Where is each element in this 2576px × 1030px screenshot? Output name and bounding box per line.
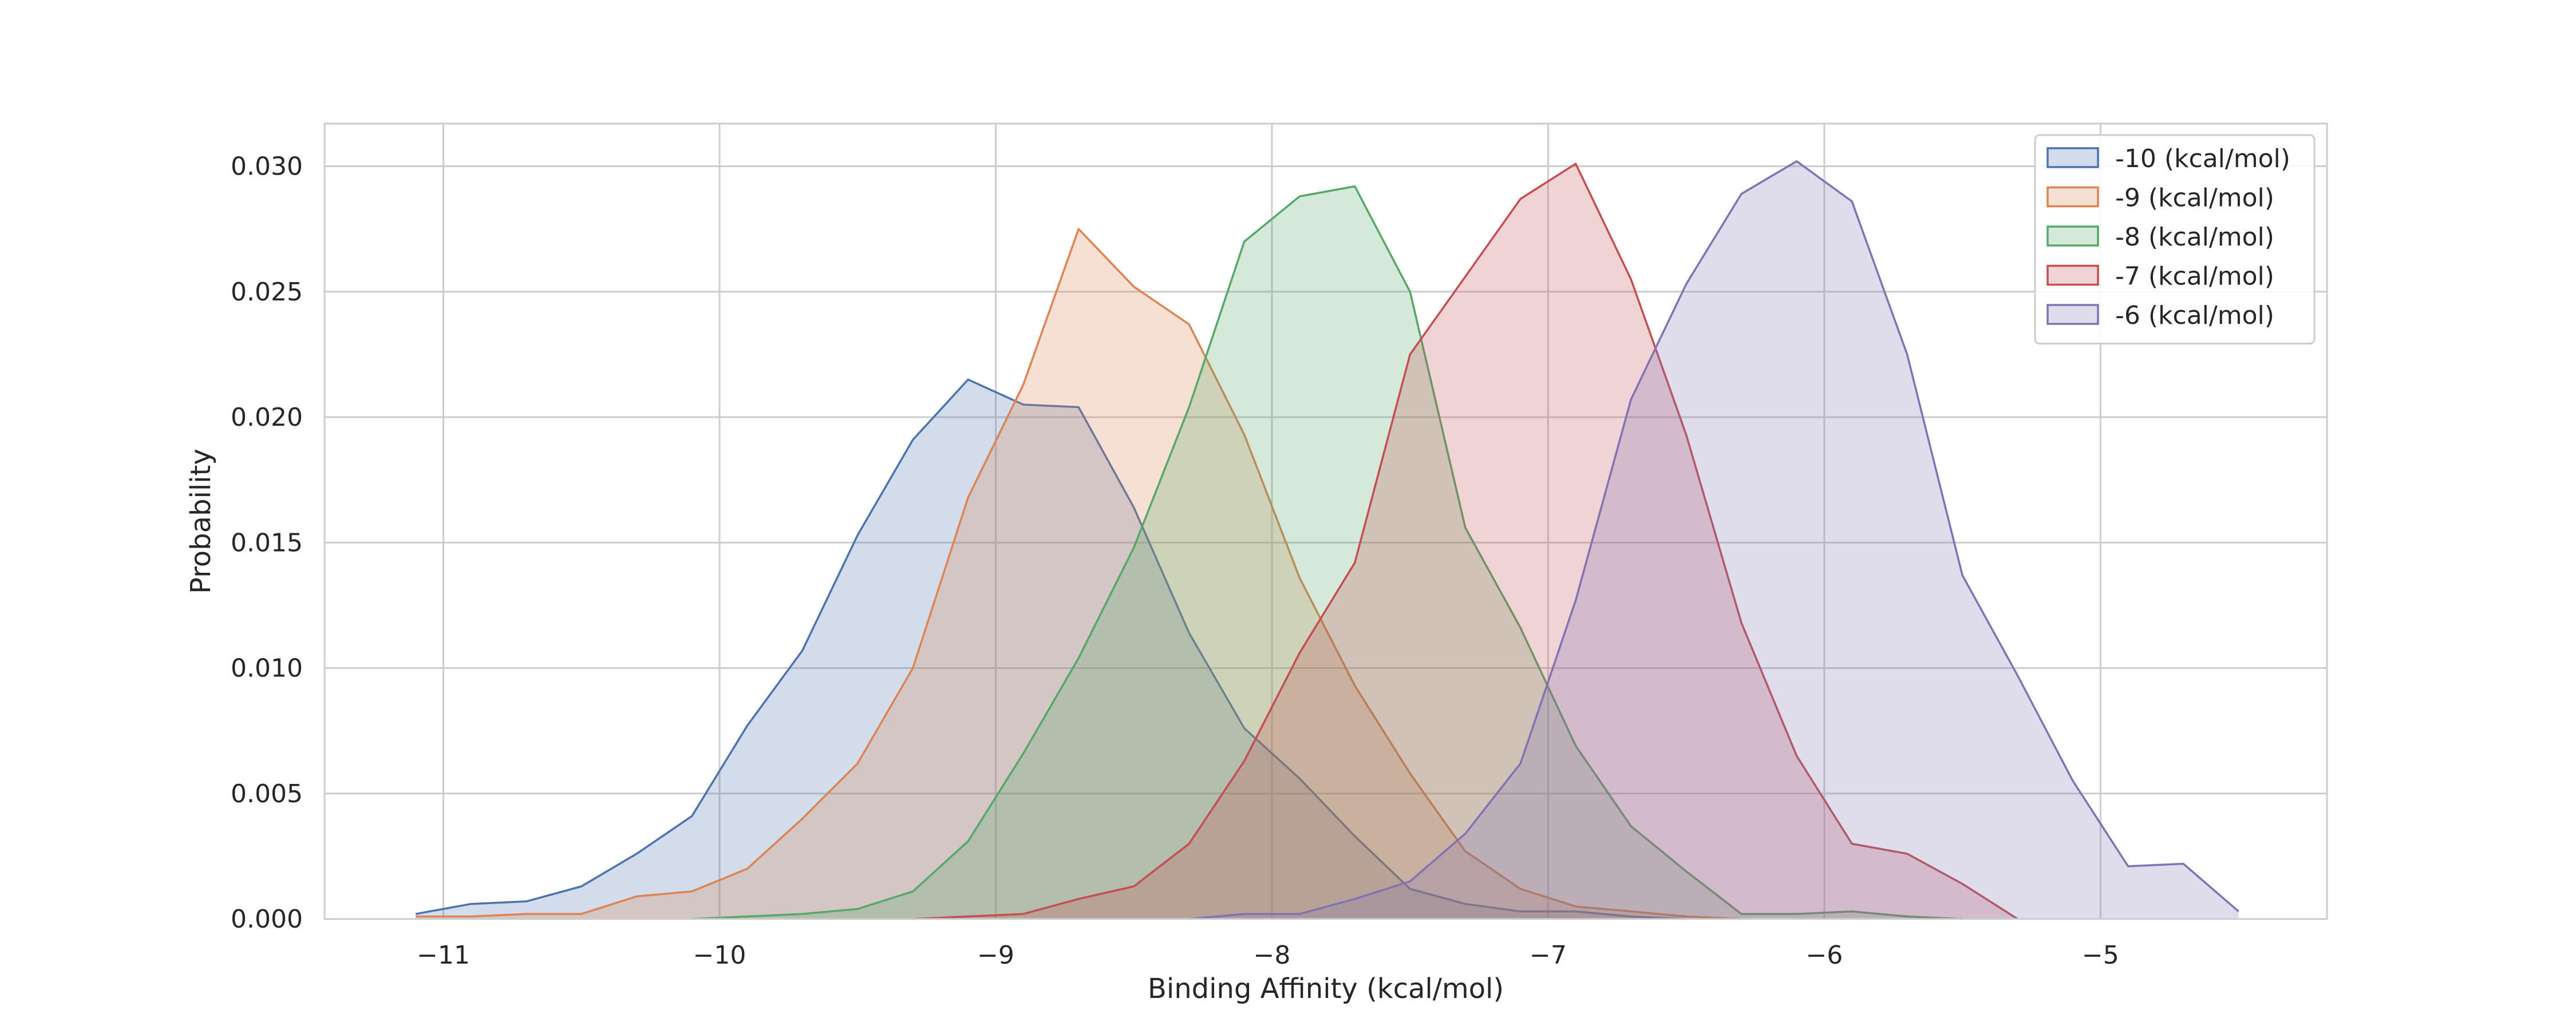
x-tick-label: −10 [693,941,746,970]
legend: -10 (kcal/mol) -9 (kcal/mol) -8 (kcal/mol)… [2034,134,2316,344]
x-tick-label: −11 [417,941,470,970]
y-tick-label: 0.005 [231,779,303,809]
x-tick-label: −8 [1253,941,1290,970]
y-axis-label: Probability [185,449,217,594]
legend-label: -6 (kcal/mol) [2115,301,2274,330]
x-tick-label: −5 [2082,941,2119,970]
x-tick-label: −7 [1530,941,1567,970]
y-axis-ticks: 0.000 0.005 0.010 0.015 0.020 0.025 0.030 [231,152,303,934]
y-tick-label: 0.015 [231,528,303,557]
plot-background [325,124,2327,919]
series-area-0 [416,379,1686,919]
series-area-3 [912,164,2018,920]
legend-label: -7 (kcal/mol) [2115,262,2274,291]
series-area-4 [1189,161,2239,919]
y-tick-label: 0.010 [231,654,303,683]
legend-swatch [2046,147,2099,168]
series-area-2 [692,186,1963,920]
x-axis-ticks: −11 −10 −9 −8 −7 −6 −5 [417,941,2119,970]
plot-frame [323,122,2328,920]
series-line-2 [692,185,1963,920]
series-line-1 [416,228,1742,920]
legend-swatch [2046,304,2099,325]
series-line-0 [415,378,1686,920]
x-tick-label: −6 [1805,941,1843,970]
x-axis-label: Binding Affinity (kcal/mol) [1148,973,1504,1005]
y-tick-label: 0.000 [231,905,303,934]
legend-box [2034,134,2316,344]
x-tick-label: −9 [977,941,1014,970]
legend-swatch [2046,264,2099,286]
series-area-1 [416,229,1742,920]
series-line-4 [1189,160,2239,920]
y-tick-label: 0.025 [231,278,303,307]
legend-swatch [2046,186,2099,208]
series-areas [415,160,2239,920]
y-tick-label: 0.030 [231,152,303,181]
legend-label: -9 (kcal/mol) [2115,184,2274,213]
legend-label: -8 (kcal/mol) [2115,223,2274,252]
y-tick-label: 0.020 [231,403,303,432]
legend-label: -10 (kcal/mol) [2115,144,2290,173]
legend-swatch [2046,225,2099,247]
series-line-3 [912,163,2018,920]
